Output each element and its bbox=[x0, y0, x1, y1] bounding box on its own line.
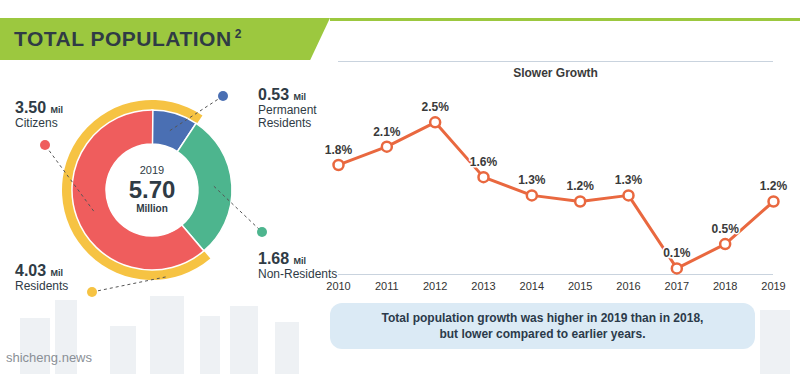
svg-text:2014: 2014 bbox=[520, 280, 544, 292]
svg-text:2013: 2013 bbox=[471, 280, 495, 292]
svg-text:2010: 2010 bbox=[326, 280, 350, 292]
html-text:2019: 2019 bbox=[139, 164, 165, 176]
html-text:Million: Million bbox=[136, 203, 168, 214]
svg-text:2019: 2019 bbox=[761, 280, 785, 292]
html-text:Total population growth was hi: Total population growth was higher in 20… bbox=[381, 310, 704, 325]
html-text:3.50 Mil: 3.50 Mil bbox=[15, 99, 64, 116]
html-text:Slower Growth: Slower Growth bbox=[513, 66, 598, 80]
svg-text:2011: 2011 bbox=[375, 280, 399, 292]
svg-text:1.8%: 1.8% bbox=[325, 143, 353, 157]
svg-text:2015: 2015 bbox=[568, 280, 592, 292]
svg-text:2017: 2017 bbox=[665, 280, 689, 292]
svg-text:2.1%: 2.1% bbox=[373, 125, 401, 139]
html-text:4.03 Mil: 4.03 Mil bbox=[15, 262, 64, 279]
svg-text:1.3%: 1.3% bbox=[518, 173, 546, 187]
svg-text:2016: 2016 bbox=[616, 280, 640, 292]
svg-text:2018: 2018 bbox=[713, 280, 737, 292]
html-text:Permanent Residents: Permanent Residents bbox=[258, 102, 317, 130]
html-text:Citizens: Citizens bbox=[15, 115, 58, 130]
svg-text:2.5%: 2.5% bbox=[421, 100, 449, 114]
svg-text:1.2%: 1.2% bbox=[566, 179, 594, 193]
svg-text:1.6%: 1.6% bbox=[470, 155, 498, 169]
svg-text:1.3%: 1.3% bbox=[615, 173, 643, 187]
svg-text:1.2%: 1.2% bbox=[760, 179, 788, 193]
svg-text:0.1%: 0.1% bbox=[663, 246, 691, 260]
html-text:Residents: Residents bbox=[15, 278, 69, 293]
html-text:1.68 Mil: 1.68 Mil bbox=[258, 250, 307, 267]
html-text:0.53 Mil: 0.53 Mil bbox=[258, 86, 307, 103]
html-text:Non-Residents: Non-Residents bbox=[258, 266, 338, 281]
svg-text:0.5%: 0.5% bbox=[711, 222, 739, 236]
html-text:TOTAL POPULATION2: TOTAL POPULATION2 bbox=[14, 27, 242, 50]
html-text:shicheng.news: shicheng.news bbox=[6, 350, 92, 365]
svg-text:2012: 2012 bbox=[423, 280, 447, 292]
html-text:but lower compared to earlier: but lower compared to earlier years. bbox=[439, 327, 646, 341]
html-text:5.70: 5.70 bbox=[128, 176, 176, 203]
